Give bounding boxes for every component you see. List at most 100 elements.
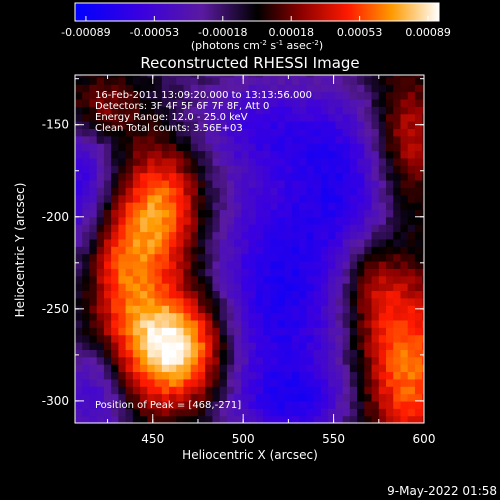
heatmap-cell: [313, 246, 322, 255]
heatmap-cell: [111, 408, 119, 417]
colorbar-tick-label: 0.00089: [405, 26, 451, 39]
heatmap-cell: [378, 172, 387, 181]
heatmap-cell: [234, 187, 242, 196]
heatmap-cell: [328, 76, 336, 85]
heatmap-cell: [96, 216, 105, 225]
heatmap-cell: [255, 202, 264, 211]
heatmap-cell: [364, 121, 373, 129]
heatmap-cell: [270, 275, 279, 284]
heatmap-cell: [313, 415, 322, 423]
heatmap-cell: [226, 75, 235, 78]
heatmap-cell: [270, 216, 279, 225]
heatmap-cell: [328, 283, 336, 292]
heatmap-cell: [349, 400, 358, 409]
heatmap-cell: [393, 143, 402, 152]
heatmap-cell: [248, 194, 257, 203]
heatmap-cell: [357, 349, 365, 358]
heatmap-cell: [140, 202, 148, 211]
heatmap-cell: [342, 290, 351, 299]
heatmap-cell: [357, 305, 365, 314]
heatmap-cell: [161, 135, 170, 144]
heatmap-cell: [248, 349, 257, 358]
heatmap-cell: [422, 356, 424, 365]
heatmap-cell: [320, 371, 329, 380]
heatmap-cell: [263, 135, 271, 144]
heatmap-cell: [96, 165, 105, 174]
heatmap-cell: [400, 121, 409, 129]
heatmap-cell: [364, 128, 373, 137]
heatmap-cell: [378, 143, 387, 152]
heatmap-cell: [328, 349, 336, 358]
heatmap-cell: [125, 238, 134, 247]
heatmap-cell: [176, 364, 185, 373]
heatmap-cell: [342, 356, 351, 365]
heatmap-cell: [205, 275, 214, 284]
heatmap-cell: [414, 106, 423, 115]
heatmap-cell: [75, 106, 83, 115]
heatmap-cell: [176, 290, 185, 299]
heatmap-cell: [132, 76, 141, 85]
heatmap-cell: [82, 121, 91, 129]
heatmap-cell: [255, 400, 264, 409]
heatmap-cell: [393, 260, 402, 269]
heatmap-cell: [140, 312, 148, 321]
heatmap-cell: [147, 143, 156, 152]
heatmap-cell: [378, 75, 387, 78]
heatmap-cell: [226, 202, 235, 211]
heatmap-cell: [414, 408, 423, 417]
heatmap-cell: [205, 187, 214, 196]
heatmap-cell: [386, 194, 394, 203]
heatmap-cell: [219, 128, 228, 137]
heatmap-cell: [299, 312, 308, 321]
heatmap-cell: [393, 75, 402, 78]
heatmap-cell: [241, 349, 250, 358]
heatmap-cell: [378, 76, 387, 85]
heatmap-cell: [140, 209, 148, 218]
heatmap-cell: [400, 157, 409, 166]
heatmap-cell: [328, 128, 336, 137]
heatmap-cell: [118, 334, 127, 343]
heatmap-cell: [400, 91, 409, 100]
heatmap-cell: [190, 121, 199, 129]
heatmap-cell: [263, 238, 271, 247]
heatmap-cell: [96, 194, 105, 203]
heatmap-cell: [241, 172, 250, 181]
heatmap-cell: [414, 231, 423, 240]
heatmap-cell: [212, 172, 221, 181]
heatmap-cell: [111, 268, 119, 277]
heatmap-cell: [125, 319, 134, 328]
heatmap-cell: [132, 143, 141, 152]
heatmap-cell: [183, 128, 192, 137]
heatmap-cell: [277, 209, 286, 218]
heatmap-cell: [75, 327, 83, 336]
heatmap-cell: [284, 356, 293, 365]
heatmap-cell: [291, 275, 300, 284]
heatmap-cell: [349, 172, 358, 181]
heatmap-cell: [407, 305, 416, 314]
heatmap-cell: [277, 327, 286, 336]
heatmap-cell: [82, 356, 91, 365]
heatmap-cell: [371, 327, 380, 336]
heatmap-cell: [96, 106, 105, 115]
heatmap-cell: [111, 415, 119, 423]
heatmap-cell: [277, 165, 286, 174]
heatmap-cell: [103, 194, 112, 203]
heatmap-cell: [219, 187, 228, 196]
heatmap-cell: [219, 209, 228, 218]
heatmap-cell: [342, 275, 351, 284]
heatmap-cell: [176, 121, 185, 129]
heatmap-cell: [183, 319, 192, 328]
heatmap-cell: [205, 253, 214, 262]
heatmap-cell: [169, 297, 177, 306]
heatmap-cell: [342, 121, 351, 129]
heatmap-cell: [75, 341, 83, 350]
heatmap-cell: [147, 106, 156, 115]
heatmap-cell: [82, 305, 91, 314]
heatmap-cell: [234, 84, 242, 93]
heatmap-cell: [96, 371, 105, 380]
heatmap-cell: [414, 260, 423, 269]
heatmap-cell: [349, 121, 358, 129]
heatmap-cell: [299, 76, 308, 85]
heatmap-cell: [169, 364, 177, 373]
heatmap-cell: [154, 246, 163, 255]
